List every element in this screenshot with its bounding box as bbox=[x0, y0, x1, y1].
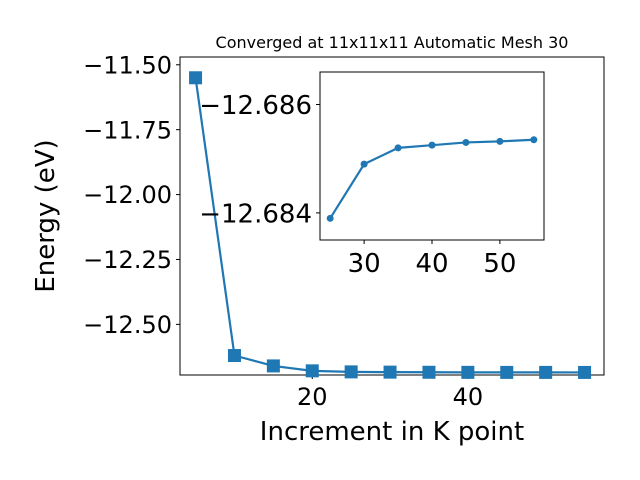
main-chart-title: Converged at 11x11x11 Automatic Mesh 30 bbox=[216, 33, 569, 52]
inset-x-tick-label: 50 bbox=[483, 249, 516, 279]
main-series bbox=[189, 71, 592, 379]
inset-y-tick-label: −12.686 bbox=[199, 91, 312, 121]
main-x-ticks: 20 40 bbox=[297, 375, 483, 411]
main-data-point bbox=[305, 364, 319, 378]
main-y-ticks: −11.50 −11.75 −12.00 −12.25 −12.50 bbox=[83, 51, 180, 339]
main-data-point bbox=[189, 71, 203, 85]
main-y-axis-label: Energy (eV) bbox=[31, 139, 61, 292]
inset-data-point bbox=[360, 160, 368, 168]
main-data-point bbox=[500, 365, 514, 379]
main-y-tick-label: −11.50 bbox=[83, 51, 172, 79]
main-data-point bbox=[422, 365, 436, 379]
inset-data-point bbox=[530, 136, 538, 144]
inset-x-tick-label: 40 bbox=[415, 249, 448, 279]
inset-data-point bbox=[326, 214, 334, 222]
main-y-tick-label: −12.25 bbox=[83, 246, 172, 274]
main-data-point bbox=[539, 365, 553, 379]
main-y-tick-label: −12.00 bbox=[83, 181, 172, 209]
main-x-tick-label: 40 bbox=[453, 383, 484, 411]
inset-y-ticks: −12.686 −12.684 bbox=[199, 91, 320, 229]
inset-data-point bbox=[496, 137, 504, 145]
main-data-point bbox=[578, 365, 592, 379]
inset-series bbox=[326, 136, 538, 222]
main-x-axis-label: Increment in K point bbox=[260, 417, 524, 447]
inset-plot-frame bbox=[319, 71, 545, 241]
main-y-tick-label: −11.75 bbox=[83, 116, 172, 144]
main-data-point bbox=[227, 349, 241, 363]
inset-data-point bbox=[394, 144, 402, 152]
main-y-tick-label: −12.50 bbox=[83, 311, 172, 339]
inset-y-tick-label: −12.684 bbox=[199, 199, 312, 229]
main-data-point bbox=[461, 365, 475, 379]
main-x-tick-label: 20 bbox=[297, 383, 328, 411]
inset-data-point bbox=[428, 141, 436, 149]
main-data-point bbox=[344, 365, 358, 379]
inset-x-tick-label: 30 bbox=[348, 249, 381, 279]
main-data-point bbox=[383, 365, 397, 379]
inset-x-ticks: 30 40 50 bbox=[348, 240, 516, 279]
inset-data-point bbox=[462, 138, 470, 146]
main-data-point bbox=[266, 359, 280, 373]
